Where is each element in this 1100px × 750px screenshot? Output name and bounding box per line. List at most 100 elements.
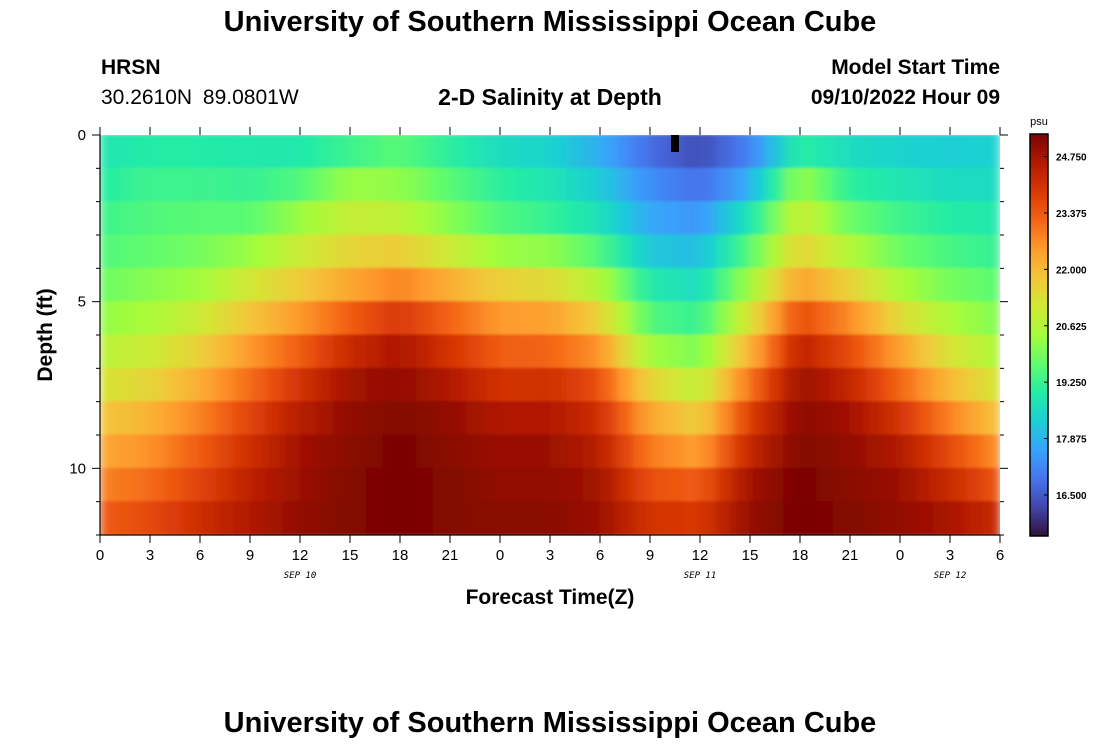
- heatmap-cell: [982, 301, 1000, 336]
- heatmap-cell: [466, 267, 484, 303]
- heatmap-cell: [649, 167, 668, 203]
- heatmap-cell: [366, 267, 384, 303]
- heatmap-cell: [599, 301, 618, 336]
- heatmap-cell: [782, 301, 801, 336]
- heatmap-cell: [566, 135, 584, 169]
- heatmap-cell: [899, 334, 918, 369]
- heatmap-cell: [466, 201, 484, 236]
- heatmap-cell: [349, 501, 368, 535]
- heatmap-cell: [116, 267, 134, 303]
- heatmap-cell: [232, 434, 251, 469]
- heatmap-cell: [516, 501, 534, 535]
- heatmap-cell: [116, 135, 134, 169]
- heatmap-cell: [332, 234, 351, 269]
- heatmap-cell: [232, 234, 251, 269]
- heatmap-cell: [482, 501, 501, 535]
- heatmap-cell: [466, 167, 484, 203]
- heatmap-cell: [882, 234, 901, 269]
- heatmap-cells: [100, 135, 1000, 535]
- heatmap-cell: [499, 334, 518, 369]
- heatmap-cell: [982, 467, 1000, 503]
- heatmap-cell: [149, 234, 168, 269]
- x-tick-label: 15: [742, 547, 759, 564]
- heatmap-cell: [916, 501, 934, 535]
- heatmap-cell: [682, 367, 701, 403]
- heatmap-cell: [249, 401, 268, 436]
- heatmap-cell: [432, 201, 451, 236]
- heatmap-cell: [416, 367, 434, 403]
- heatmap-cell: [866, 201, 884, 236]
- heatmap-cell: [966, 367, 984, 403]
- heatmap-cell: [632, 401, 651, 436]
- heatmap-cell: [749, 434, 768, 469]
- heatmap-cell: [716, 501, 734, 535]
- heatmap-cell: [882, 334, 901, 369]
- heatmap-cell: [516, 135, 534, 169]
- heatmap-cell: [466, 401, 484, 436]
- heatmap-cell: [632, 334, 651, 369]
- heatmap-cell: [549, 434, 568, 469]
- heatmap-cell: [532, 234, 551, 269]
- heatmap-cell: [649, 434, 668, 469]
- heatmap-cell: [332, 167, 351, 203]
- heatmap-cell: [966, 201, 984, 236]
- heatmap-cell: [366, 201, 384, 236]
- heatmap-cell: [816, 201, 834, 236]
- heatmap-cell: [382, 467, 401, 503]
- heatmap-cell: [749, 201, 768, 236]
- heatmap-cell: [832, 334, 851, 369]
- heatmap-cell: [182, 201, 201, 236]
- heatmap-cell: [632, 367, 651, 403]
- heatmap-cell: [416, 334, 434, 369]
- heatmap-cell: [499, 267, 518, 303]
- heatmap-cell: [232, 135, 251, 169]
- heatmap-cell: [216, 301, 234, 336]
- heatmap-cell: [699, 367, 718, 403]
- heatmap-cell: [366, 434, 384, 469]
- heatmap-cell: [866, 401, 884, 436]
- heatmap-cell: [949, 367, 968, 403]
- heatmap-cell: [882, 135, 901, 169]
- heatmap-cell: [966, 434, 984, 469]
- heatmap-cell: [216, 234, 234, 269]
- heatmap-cell: [416, 135, 434, 169]
- heatmap-cell: [799, 201, 818, 236]
- heatmap-cell: [766, 434, 784, 469]
- heatmap-cell: [649, 234, 668, 269]
- heatmap-cell: [816, 267, 834, 303]
- heatmap-cell: [866, 301, 884, 336]
- heatmap-cell: [732, 234, 751, 269]
- heatmap-cell: [666, 267, 684, 303]
- heatmap-cell: [799, 501, 818, 535]
- heatmap-cell: [782, 401, 801, 436]
- heatmap-cell: [582, 234, 601, 269]
- heatmap-cell: [100, 401, 118, 436]
- heatmap-cell: [149, 434, 168, 469]
- heatmap-cell: [966, 135, 984, 169]
- heatmap-cell: [949, 234, 968, 269]
- heatmap-cell: [466, 135, 484, 169]
- heatmap-cell: [816, 334, 834, 369]
- heatmap-cell: [516, 434, 534, 469]
- heatmap-cell: [849, 334, 868, 369]
- heatmap-cell: [266, 501, 284, 535]
- heatmap-cell: [282, 334, 301, 369]
- heatmap-cell: [266, 167, 284, 203]
- heatmap-cell: [566, 201, 584, 236]
- heatmap-cell: [766, 167, 784, 203]
- heatmap-cell: [349, 167, 368, 203]
- heatmap-cell: [849, 135, 868, 169]
- heatmap-cell: [116, 467, 134, 503]
- heatmap-cell: [599, 334, 618, 369]
- heatmap-cell: [982, 167, 1000, 203]
- heatmap-cell: [916, 234, 934, 269]
- x-tick-label: 12: [692, 547, 709, 564]
- heatmap-cell: [782, 135, 801, 169]
- heatmap-cell: [866, 135, 884, 169]
- heatmap-cell: [882, 401, 901, 436]
- heatmap-cell: [682, 334, 701, 369]
- heatmap-cell: [849, 167, 868, 203]
- heatmap-cell: [732, 301, 751, 336]
- heatmap-cell: [132, 334, 151, 369]
- heatmap-cell: [849, 301, 868, 336]
